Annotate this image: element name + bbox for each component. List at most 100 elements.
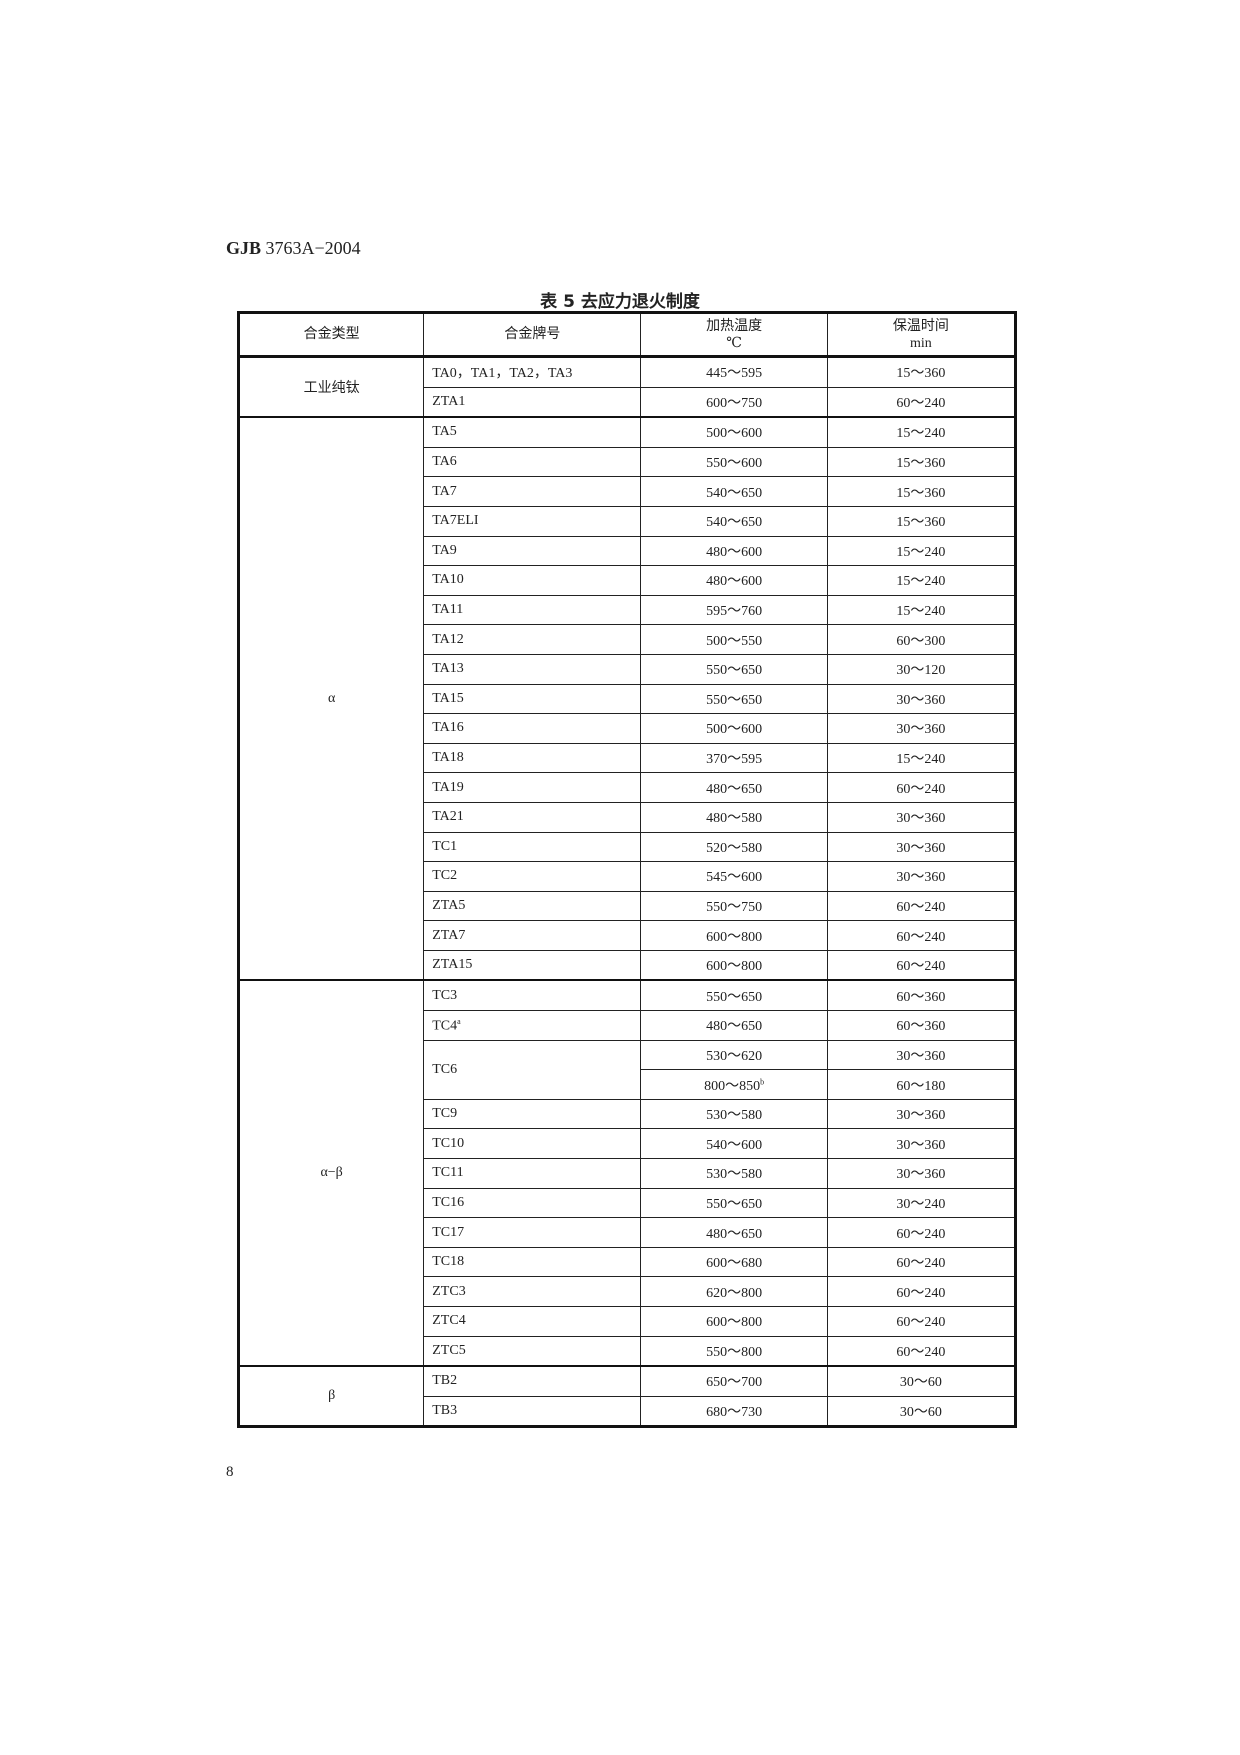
holding-time-cell-text: 60～240	[896, 1256, 946, 1272]
heating-temp-cell: 520～580	[640, 831, 828, 863]
heating-temp-cell-text: 540～650	[706, 485, 763, 501]
heating-temp-cell: 600～750	[640, 386, 828, 418]
alloy-grade-cell: ZTA5	[423, 890, 642, 922]
holding-time-cell: 60～300	[826, 624, 1017, 655]
header-unit: ℃	[726, 335, 742, 351]
alloy-grade-cell: TA15	[423, 683, 642, 715]
alloy-grade-cell: ZTC3	[423, 1276, 642, 1307]
alloy-grade-cell-text: TA10	[432, 572, 464, 588]
header-label: 加热温度	[706, 318, 763, 334]
alloy-type-cell: 工业纯钛	[237, 355, 425, 418]
holding-time-cell-text: 30～60	[899, 1405, 942, 1421]
table-row: TA7ELI 540～650 15～360	[239, 505, 1017, 537]
heating-temp-cell-text: 530～580	[706, 1108, 763, 1124]
table-row: β TB2 650～700 30～60	[237, 1365, 1017, 1428]
standard-code: 3763A−2004	[261, 238, 361, 258]
holding-time-cell-text: 15～240	[896, 426, 946, 442]
holding-time-cell-text: 60～240	[896, 1285, 946, 1301]
alloy-grade-cell-text: TA7ELI	[432, 513, 479, 529]
table-row: TC9 530～580 30～360	[239, 1098, 1017, 1130]
heating-temp-cell: 370～595	[640, 742, 828, 774]
heating-temp-cell: 595～760	[640, 594, 828, 626]
alloy-grade-cell-text: TC4	[432, 1018, 458, 1034]
holding-time-cell: 60～180	[826, 1069, 1017, 1100]
heating-temp-cell: 480～650	[640, 772, 828, 803]
holding-time-cell: 60～240	[826, 949, 1017, 981]
holding-time-cell-text: 60～240	[896, 899, 946, 915]
alloy-grade-cell-text: TC16	[432, 1194, 465, 1210]
alloy-grade-cell-text: ZTC3	[432, 1283, 466, 1299]
heating-temp-cell: 530～580	[640, 1098, 828, 1130]
holding-time-cell: 15～240	[826, 565, 1017, 596]
alloy-grade-cell: ZTA7	[423, 920, 642, 951]
alloy-grade-cell-text: TC10	[432, 1135, 465, 1151]
alloy-grade-cell: TA7ELI	[423, 505, 642, 537]
heating-temp-cell: 650～700	[640, 1365, 828, 1397]
table-row: TC1 520～580 30～360	[239, 831, 1017, 863]
holding-time-cell-text: 60～300	[896, 633, 946, 649]
holding-time-cell-text: 30～360	[896, 811, 946, 827]
alloy-grade-cell: TA18	[423, 742, 642, 774]
heating-temp-cell-text: 550～800	[706, 1344, 763, 1360]
alloy-grade-cell: TA6	[423, 446, 642, 478]
heating-temp-cell: 530～620	[640, 1039, 828, 1071]
alloy-grade-cell-text: TC1	[432, 838, 458, 854]
table-row: TA11 595～760 15～240	[239, 594, 1017, 626]
header-holding-time: 保温时间 min	[826, 312, 1017, 358]
heating-temp-cell: 550～650	[640, 683, 828, 715]
table-row: TA6 550～600 15～360	[239, 446, 1017, 478]
alloy-grade-cell-text: ZTC5	[432, 1342, 466, 1358]
holding-time-cell-text: 30～360	[896, 692, 946, 708]
heating-temp-cell-text: 500～550	[706, 633, 763, 649]
heating-temp-cell: 545～600	[640, 861, 828, 892]
holding-time-cell: 30～240	[826, 1187, 1017, 1219]
table-row: TA9 480～600 15～240	[239, 535, 1017, 567]
header-label: 保温时间	[892, 318, 949, 334]
alloy-grade-cell-text: ZTA1	[432, 393, 466, 409]
alloy-grade-cell-text: TC18	[432, 1254, 465, 1270]
alloy-grade-cell-text: ZTA7	[432, 927, 466, 943]
holding-time-cell-text: 60～360	[896, 989, 946, 1005]
alloy-grade-cell: TC16	[423, 1187, 642, 1219]
heating-temp-cell-text: 680～730	[706, 1405, 763, 1421]
alloy-grade-cell: TC10	[423, 1128, 642, 1160]
heating-temp-cell-text: 550～650	[706, 989, 763, 1005]
header-label: 合金牌号	[504, 327, 561, 342]
heating-temp-cell: 550～600	[640, 446, 828, 478]
holding-time-cell-text: 30～60	[899, 1375, 942, 1391]
alloy-grade-cell-text: ZTA15	[432, 957, 473, 973]
alloy-grade-cell: TA11	[423, 594, 642, 626]
holding-time-cell: 60～360	[826, 1010, 1017, 1041]
holding-time-cell-text: 15～360	[896, 485, 946, 501]
holding-time-cell: 60～240	[826, 1276, 1017, 1307]
alloy-grade-cell-text: TA15	[432, 690, 464, 706]
alloy-grade-cell-text: ZTA5	[432, 897, 466, 913]
table-row: TC18 600～680 60～240	[239, 1246, 1017, 1278]
holding-time-cell-text: 30～240	[896, 1196, 946, 1212]
alloy-grade-cell: TC17	[423, 1217, 642, 1248]
alloy-grade-cell: TA10	[423, 565, 642, 596]
heating-temp-cell-text: 480～580	[706, 811, 763, 827]
heating-temp-cell: 480～650	[640, 1010, 828, 1041]
alloy-grade-cell-text: TA11	[432, 602, 464, 618]
holding-time-cell-text: 60～240	[896, 959, 946, 975]
holding-time-cell: 30～360	[826, 1098, 1017, 1130]
heating-temp-cell-text: 480～600	[706, 574, 763, 590]
holding-time-cell: 60～240	[826, 920, 1017, 951]
alloy-grade-cell-text: TA21	[432, 809, 464, 825]
heating-temp-cell-text: 370～595	[706, 752, 763, 768]
heating-temp-cell-text: 600～800	[706, 1315, 763, 1331]
table-row: TC17 480～650 60～240	[239, 1217, 1017, 1248]
holding-time-cell-text: 30～360	[896, 840, 946, 856]
heating-temp-cell-text: 480～650	[706, 1226, 763, 1242]
alloy-grade-cell-text: TC17	[432, 1224, 465, 1240]
alloy-grade-cell: TC18	[423, 1246, 642, 1278]
alloy-type-cell: α−β	[237, 979, 425, 1367]
table-row: 工业纯钛 TA0，TA1，TA2，TA3 445～595 15～360	[237, 355, 1017, 418]
heating-temp-cell-text: 650～700	[706, 1375, 763, 1391]
holding-time-cell-text: 30～360	[896, 1108, 946, 1124]
alloy-type-cell: β	[237, 1365, 425, 1428]
heating-temp-cell-text: 520～580	[706, 840, 763, 856]
table-row: TA16 500～600 30～360	[239, 713, 1017, 744]
table-caption: 表 5 去应力退火制度	[540, 292, 700, 312]
